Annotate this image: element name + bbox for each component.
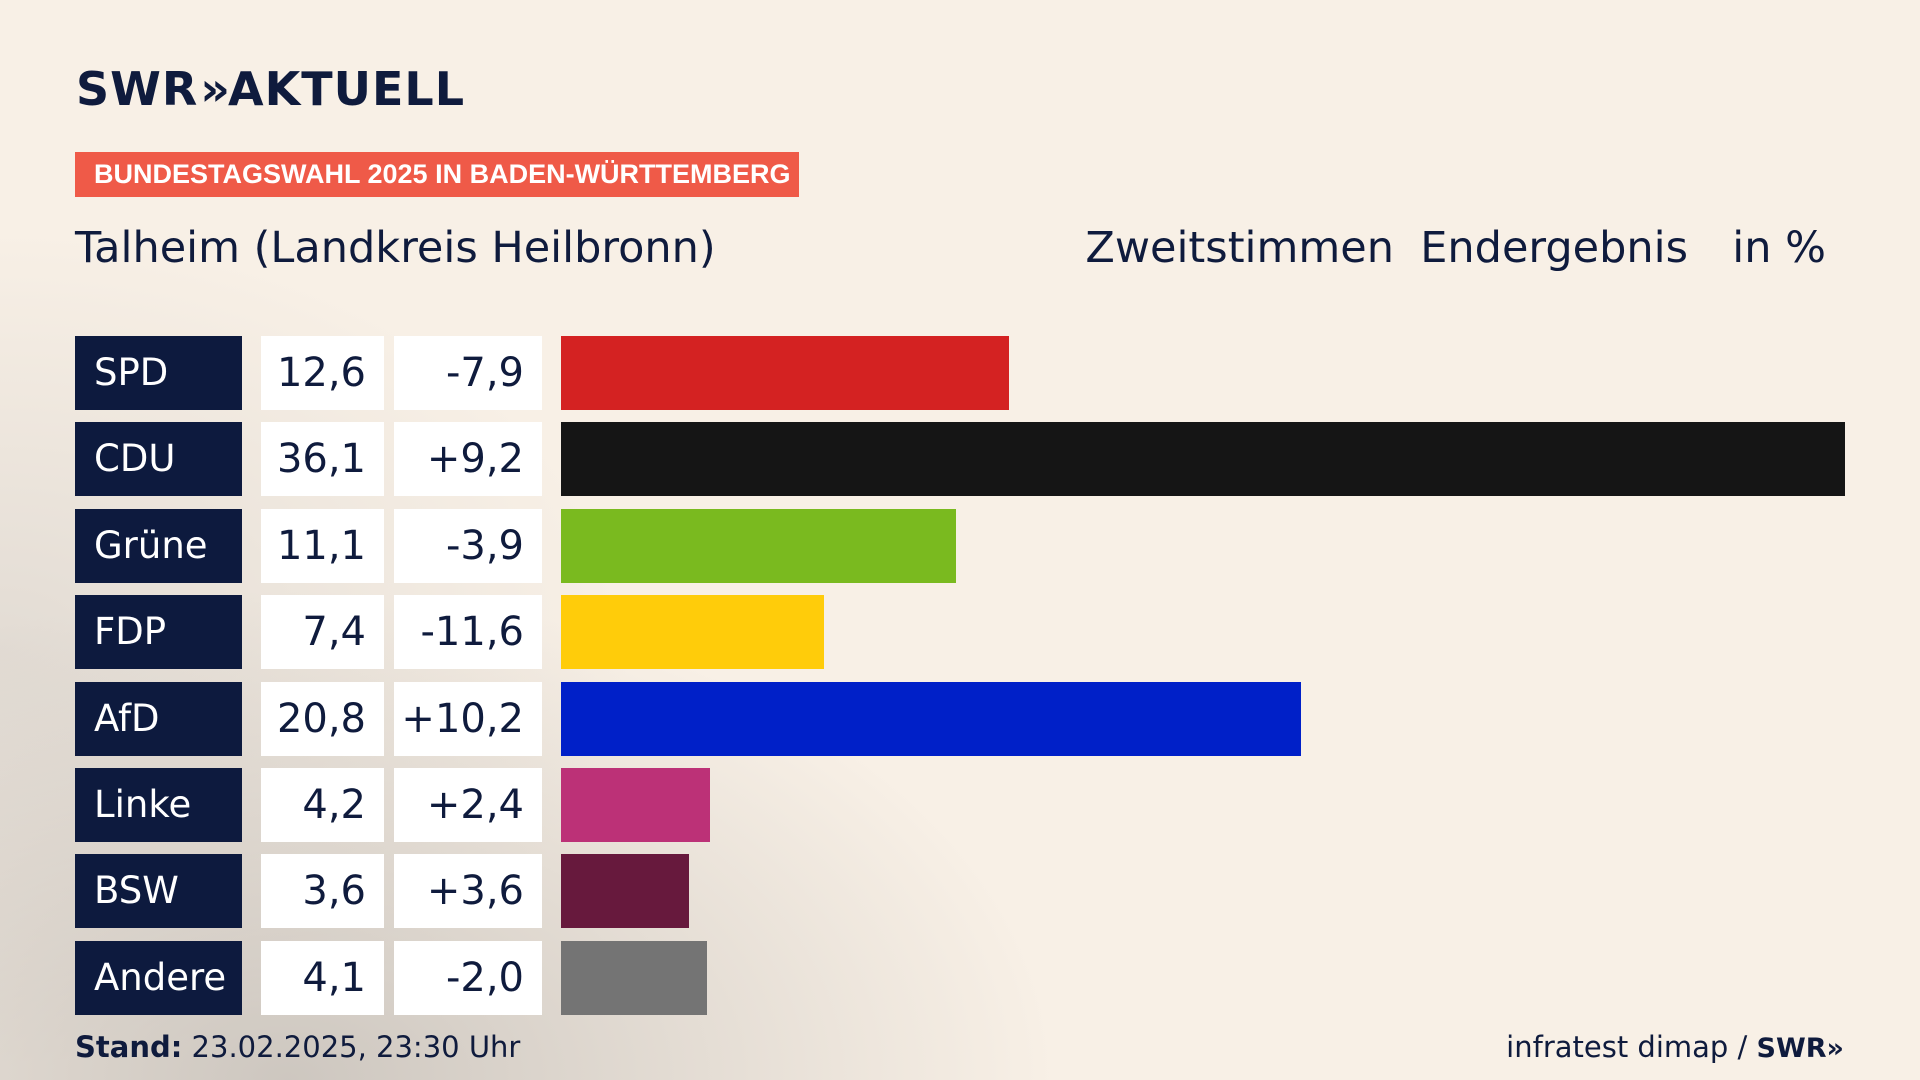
header-unit: in % [1732, 223, 1826, 273]
vote-share-change: +10,2 [394, 682, 542, 756]
vote-share-change: +9,2 [394, 422, 542, 496]
vote-share-change: -11,6 [394, 595, 542, 669]
result-bar [561, 768, 710, 842]
vote-share-change: -2,0 [394, 941, 542, 1015]
source-swr-logo: SWR» [1756, 1033, 1844, 1064]
vote-share-value: 3,6 [261, 854, 384, 928]
vote-share-change: +3,6 [394, 854, 542, 928]
party-label: FDP [75, 595, 242, 669]
timestamp-label: Stand: [75, 1030, 183, 1064]
vote-share-value: 36,1 [261, 422, 384, 496]
vote-share-change: +2,4 [394, 768, 542, 842]
header-vote-type: Zweitstimmen [1085, 223, 1394, 273]
vote-share-value: 4,1 [261, 941, 384, 1015]
result-bar [561, 682, 1301, 756]
logo-swr-text: SWR [76, 62, 199, 116]
result-bar [561, 595, 824, 669]
party-label: AfD [75, 682, 242, 756]
result-bar [561, 336, 1009, 410]
swr-aktuell-logo: SWR» AKTUELL [76, 66, 465, 112]
vote-share-value: 11,1 [261, 509, 384, 583]
vote-share-change: -3,9 [394, 509, 542, 583]
party-label: Andere [75, 941, 242, 1015]
result-bar [561, 941, 707, 1015]
timestamp-value: 23.02.2025, 23:30 Uhr [191, 1030, 521, 1064]
result-bar [561, 509, 956, 583]
vote-share-value: 12,6 [261, 336, 384, 410]
party-label: Grüne [75, 509, 242, 583]
vote-share-change: -7,9 [394, 336, 542, 410]
party-label: CDU [75, 422, 242, 496]
timestamp: Stand: 23.02.2025, 23:30 Uhr [75, 1030, 520, 1064]
source-credit: infratest dimap / SWR» [1506, 1030, 1844, 1066]
result-bar [561, 422, 1845, 496]
party-label: SPD [75, 336, 242, 410]
municipality-title: Talheim (Landkreis Heilbronn) [75, 223, 716, 273]
source-text: infratest dimap / [1506, 1030, 1748, 1064]
party-label: BSW [75, 854, 242, 928]
party-label: Linke [75, 768, 242, 842]
vote-share-value: 20,8 [261, 682, 384, 756]
result-bar [561, 854, 689, 928]
header-result-status: Endergebnis [1420, 223, 1688, 273]
logo-aktuell-text: AKTUELL [228, 62, 466, 116]
vote-share-value: 4,2 [261, 768, 384, 842]
vote-share-value: 7,4 [261, 595, 384, 669]
election-kicker-label: BUNDESTAGSWAHL 2025 IN BADEN-WÜRTTEMBERG [75, 152, 799, 197]
